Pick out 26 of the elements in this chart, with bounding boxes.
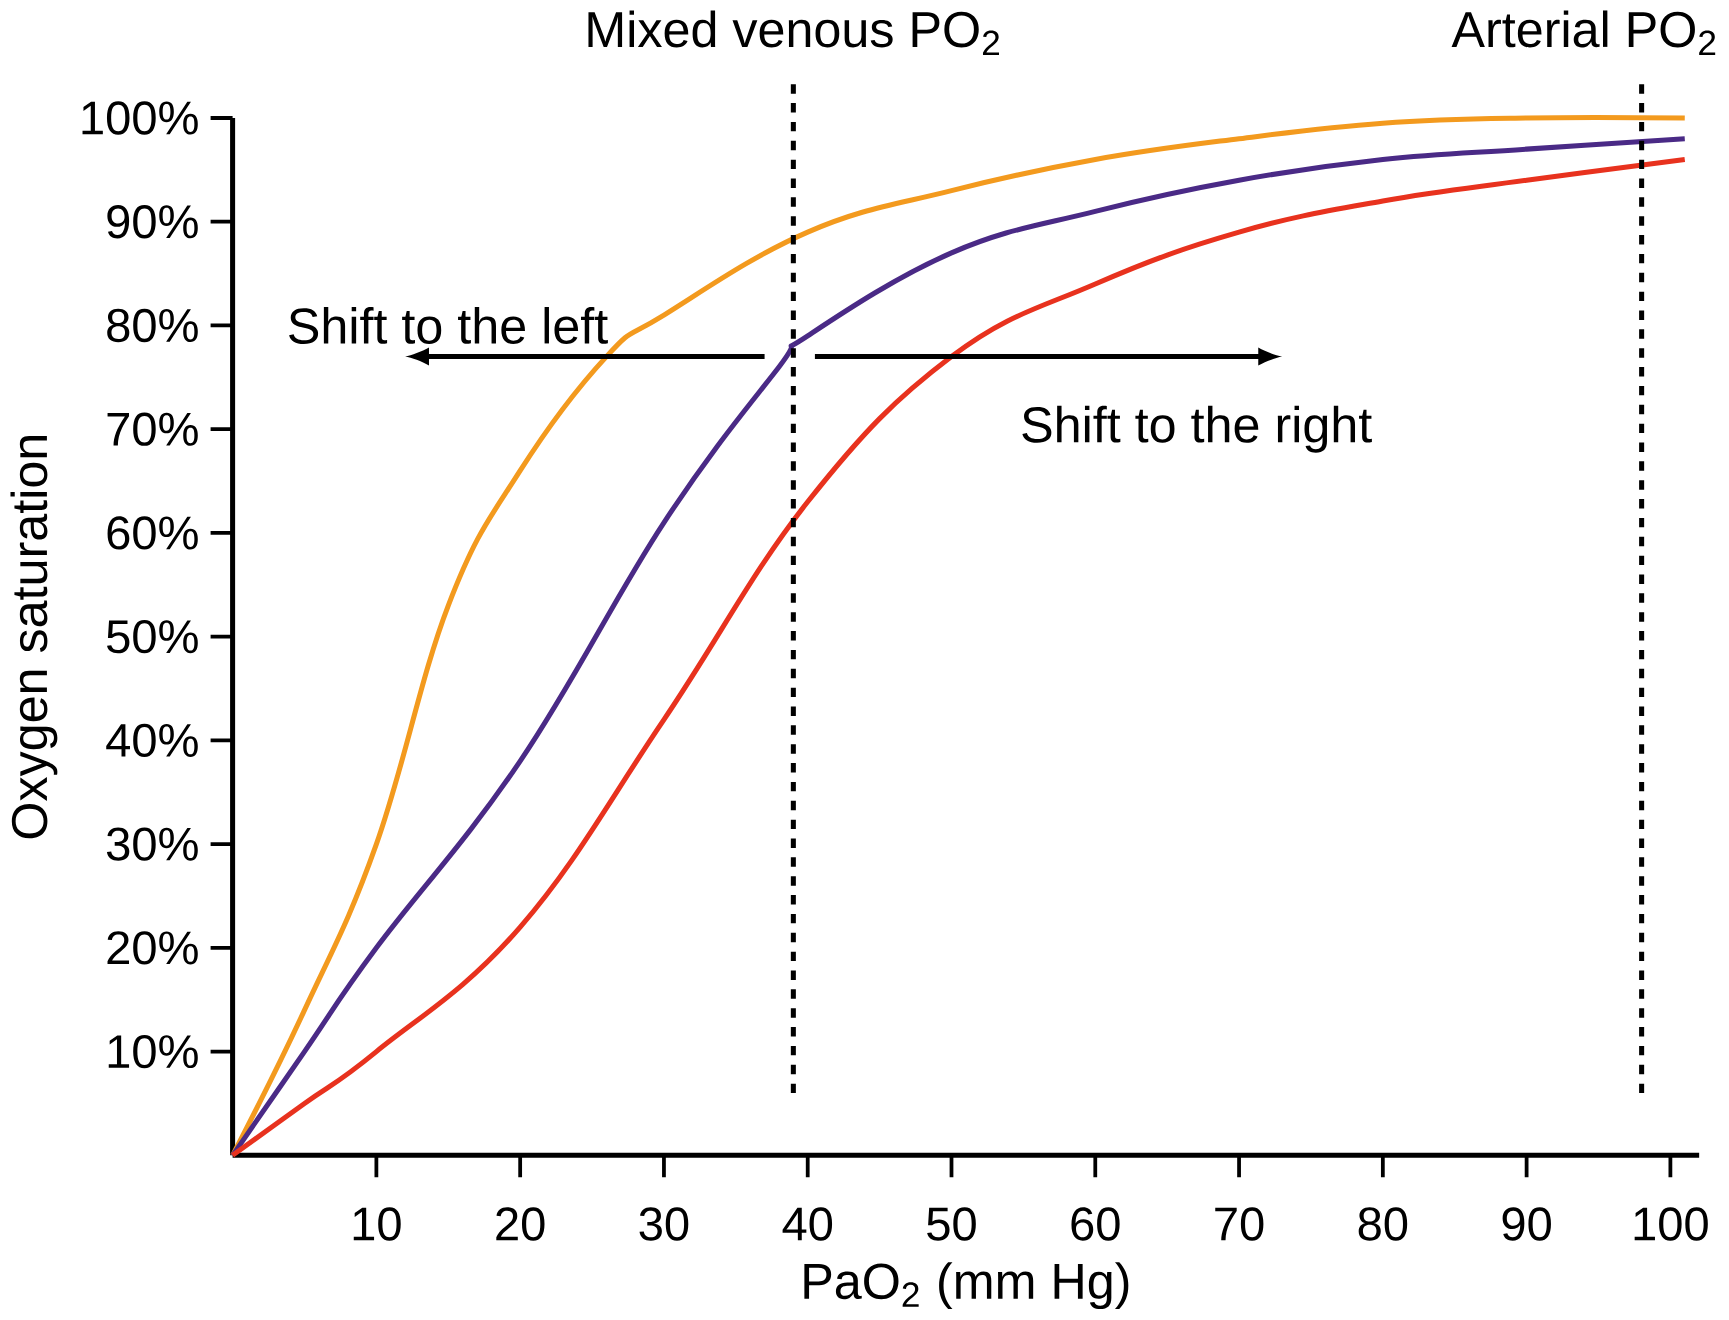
ref-line-label: Mixed venous PO$_{2}$	[588, 10, 999, 56]
y-tick-label: 30%	[106, 827, 198, 861]
x-tick-label: 40	[782, 1207, 833, 1241]
x-tick-label: 80	[1358, 1207, 1408, 1241]
y-tick-label: 70%	[107, 412, 198, 447]
y-tick-label: 80%	[107, 308, 198, 343]
x-tick-label: 50	[927, 1207, 976, 1241]
y-tick-label: 10%	[108, 1035, 198, 1069]
annotation: Shift to the right	[1022, 405, 1372, 453]
y-tick-label: 20%	[107, 931, 198, 965]
x-tick-label: 30	[639, 1207, 689, 1241]
y-tick-label: 60%	[107, 516, 198, 550]
y-tick-label: 100%	[82, 101, 198, 135]
y-axis-title: Oxygen saturation	[10, 436, 58, 839]
y-tick-label: 90%	[107, 205, 198, 239]
x-tick-label: 60	[1071, 1207, 1120, 1241]
x-tick-label: 90	[1502, 1207, 1551, 1241]
x-tick-label: 100	[1634, 1207, 1708, 1241]
x-axis-title: PaO$_{2}$ (mm Hg)	[804, 1262, 1129, 1310]
x-tick-label: 70	[1215, 1207, 1264, 1241]
ref-line-label: Arterial PO$_{2}$	[1451, 10, 1716, 56]
x-tick-label: 20	[496, 1207, 545, 1241]
annotation: Shift to the left	[289, 307, 608, 345]
x-tick-label: 10	[353, 1207, 401, 1241]
y-tick-label: 50%	[107, 620, 198, 654]
y-tick-label: 40%	[106, 723, 198, 758]
